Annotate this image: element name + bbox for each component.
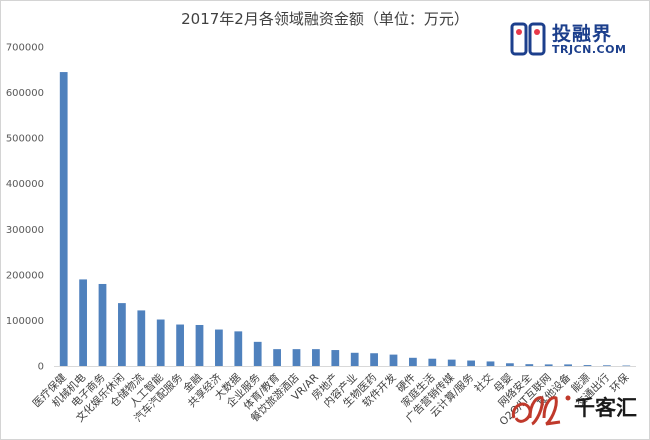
bar bbox=[409, 357, 417, 366]
y-tick-label: 400000 bbox=[6, 179, 44, 190]
bar bbox=[156, 319, 165, 366]
brand-name: 投融界 bbox=[552, 23, 613, 45]
bar bbox=[370, 353, 378, 366]
bar bbox=[234, 331, 243, 366]
bar bbox=[253, 341, 262, 366]
bar bbox=[622, 365, 631, 367]
bar bbox=[118, 303, 126, 366]
bar bbox=[583, 365, 592, 366]
y-tick-label: 100000 bbox=[6, 316, 44, 327]
watermark-logo: 千客汇 bbox=[508, 388, 648, 436]
bar bbox=[273, 349, 281, 366]
bar bbox=[312, 349, 320, 366]
bar bbox=[564, 364, 572, 366]
bar bbox=[486, 361, 495, 366]
bar bbox=[525, 364, 534, 366]
y-tick-label: 600000 bbox=[6, 88, 44, 99]
brand-logo: 投融界 TRJCN.COM bbox=[510, 22, 640, 58]
bar bbox=[350, 352, 359, 366]
bar bbox=[137, 310, 146, 366]
watermark-text: 千客汇 bbox=[574, 395, 637, 420]
bar bbox=[428, 358, 437, 366]
bar bbox=[603, 365, 611, 366]
bar bbox=[292, 349, 301, 366]
bar bbox=[59, 72, 68, 367]
bar bbox=[447, 359, 456, 366]
bar bbox=[506, 363, 514, 366]
watermark-mark-icon bbox=[511, 395, 571, 426]
bar bbox=[389, 354, 398, 366]
bar bbox=[215, 329, 223, 366]
y-tick-label: 700000 bbox=[6, 43, 44, 54]
y-tick-label: 0 bbox=[38, 362, 44, 373]
y-tick-label: 300000 bbox=[6, 225, 44, 236]
brand-domain: TRJCN.COM bbox=[552, 43, 627, 56]
brand-mark-icon bbox=[510, 22, 546, 56]
bar bbox=[176, 324, 184, 366]
bar bbox=[331, 350, 340, 366]
y-tick-label: 500000 bbox=[6, 134, 44, 145]
bar bbox=[544, 364, 553, 366]
bar bbox=[98, 283, 107, 366]
bar bbox=[195, 324, 204, 366]
y-tick-label: 200000 bbox=[6, 270, 44, 281]
x-tick-label: 社交 bbox=[472, 371, 496, 395]
chart-title: 2017年2月各领域融资金额（单位：万元） bbox=[181, 10, 469, 28]
bar bbox=[79, 279, 87, 366]
bar bbox=[467, 360, 475, 366]
